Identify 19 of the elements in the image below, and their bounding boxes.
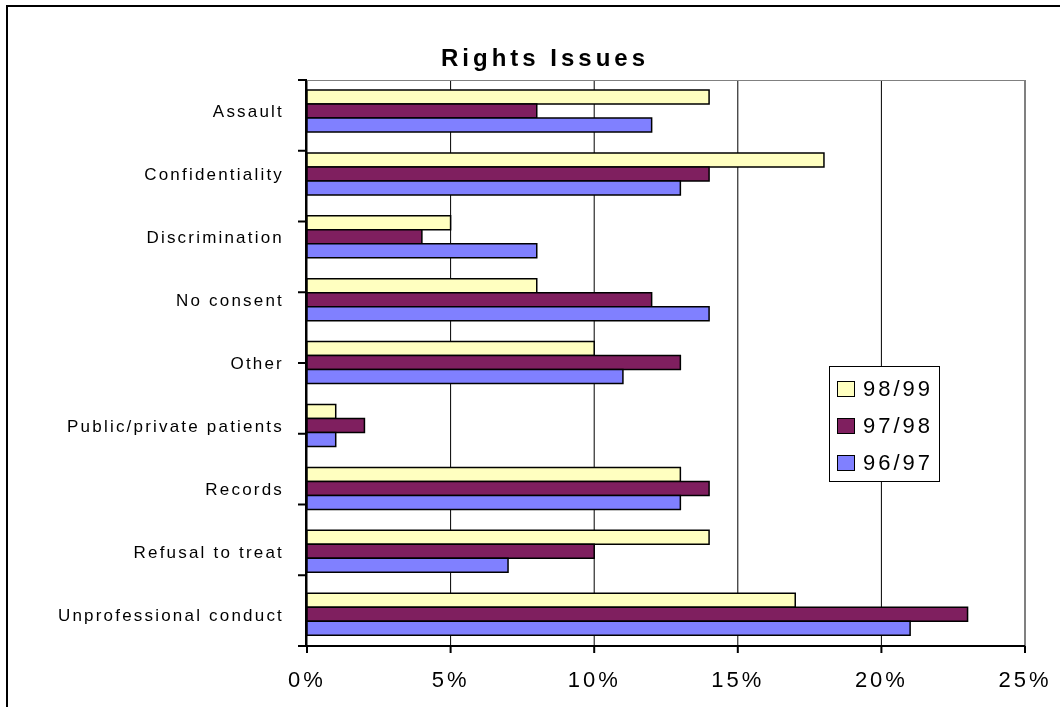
y-tick-label: No consent [176, 291, 284, 311]
y-tick-label: Public/private patients [67, 416, 284, 436]
x-tick-label: 5% [431, 666, 470, 692]
x-tick-label: 0% [288, 666, 326, 692]
legend-label: 98/99 [863, 375, 934, 401]
y-tick-label: Unprofessional conduct [57, 605, 284, 625]
y-tick-label: Records [205, 479, 284, 499]
y-tick-label: Discrimination [146, 228, 284, 248]
y-tick-label: Other [230, 354, 284, 374]
legend-label: 97/98 [863, 412, 934, 438]
chart-title: Rights Issues [439, 44, 650, 71]
x-tick-label: 15% [711, 666, 765, 692]
x-tick-label: 10% [567, 666, 621, 692]
legend-label: 96/97 [863, 449, 934, 475]
x-tick-label: 20% [854, 666, 908, 692]
y-tick-label: Assault [212, 102, 284, 122]
y-tick-label: Confidentiality [144, 165, 284, 185]
y-tick-label: Refusal to treat [133, 542, 284, 562]
x-tick-label: 25% [998, 666, 1052, 692]
